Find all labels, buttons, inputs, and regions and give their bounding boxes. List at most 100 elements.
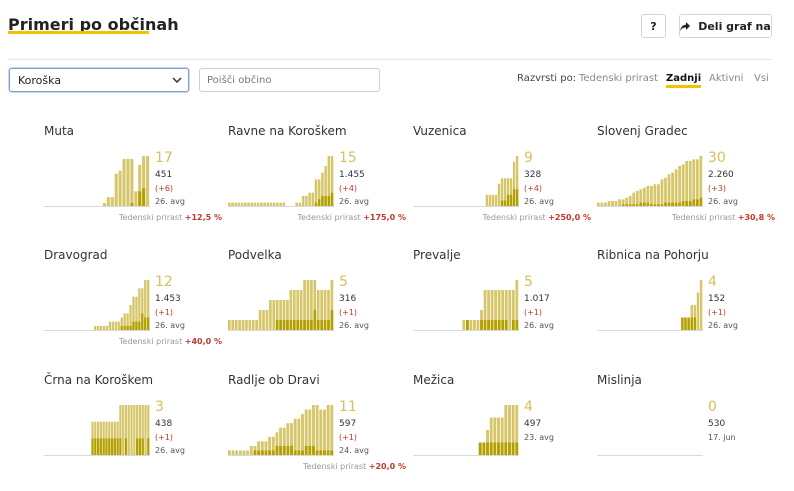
active-cases-bar bbox=[126, 313, 129, 330]
municipality-card[interactable]: Radlje ob Dravi 11 597 (+1) 24. avg Tedenski … bbox=[228, 372, 406, 482]
new-cases-bar bbox=[120, 325, 123, 330]
sort-option-weekly-growth[interactable]: Tedenski prirast bbox=[579, 73, 658, 84]
new-cases-bar bbox=[653, 204, 657, 206]
sparkline-chart bbox=[228, 280, 334, 331]
active-cases-bar bbox=[141, 288, 144, 330]
weekly-growth-label: Tedenski prirast bbox=[119, 213, 183, 222]
active-cases-bar bbox=[244, 202, 247, 206]
municipality-card[interactable]: Muta 17 451 (+6) 26. avg Tedenski prirast +12… bbox=[44, 123, 222, 233]
last-update-date: 26. avg bbox=[339, 197, 369, 206]
active-cases-bar bbox=[515, 405, 519, 455]
active-cases-bar bbox=[234, 202, 237, 206]
total-cases-value: 1.453 bbox=[155, 294, 181, 304]
new-cases-bar bbox=[482, 442, 486, 455]
new-cases-bar bbox=[497, 320, 501, 330]
active-cases-bar bbox=[138, 288, 141, 330]
active-cases-bar bbox=[646, 186, 650, 206]
new-cases-bar bbox=[264, 450, 268, 455]
active-cases-bar bbox=[279, 427, 283, 455]
active-cases-bar bbox=[260, 202, 263, 206]
sort-option-latest[interactable]: Zadnji bbox=[666, 72, 702, 88]
new-cases-bar bbox=[141, 313, 144, 330]
municipality-name: Radlje ob Dravi bbox=[228, 373, 320, 387]
active-cases-bar bbox=[240, 202, 244, 206]
new-cases-bar bbox=[330, 192, 334, 206]
new-cases-bar bbox=[129, 325, 132, 330]
new-cases-bar bbox=[306, 320, 310, 330]
weekly-growth-value: +250,0 % bbox=[548, 213, 591, 222]
share-arrow-icon bbox=[680, 21, 691, 31]
total-cases-value: 597 bbox=[339, 419, 357, 429]
new-cases-bar bbox=[102, 438, 105, 455]
new-cases-bar bbox=[316, 320, 320, 330]
new-cases-bar bbox=[515, 320, 519, 330]
new-cases-bar bbox=[685, 201, 689, 206]
new-cases-bar bbox=[113, 438, 116, 455]
share-button[interactable]: Deli graf na bbox=[679, 14, 772, 38]
new-cases-bar bbox=[286, 320, 289, 330]
active-cases-bar bbox=[120, 317, 123, 330]
total-cases-value: 530 bbox=[708, 419, 726, 429]
help-button[interactable]: ? bbox=[641, 14, 666, 38]
active-cases-bar bbox=[692, 159, 696, 206]
sparkline-chart bbox=[413, 156, 519, 207]
active-cases-bar bbox=[147, 280, 150, 330]
new-cases-bar bbox=[299, 320, 303, 330]
active-cases-bar bbox=[262, 310, 265, 330]
municipality-card[interactable]: Ravne na Koroškem 15 1.455 (+4) 26. avg Teden… bbox=[228, 123, 406, 233]
weekly-growth-value: +20,0 % bbox=[368, 462, 406, 471]
active-cases-bar bbox=[664, 177, 667, 206]
active-cases-bar bbox=[134, 191, 138, 206]
active-cases-bar bbox=[319, 409, 323, 455]
municipality-card[interactable]: Podvelka 5 316 (+1) 26. avg bbox=[228, 247, 406, 357]
sort-option-active[interactable]: Aktivni bbox=[709, 73, 744, 84]
active-cases-bar bbox=[265, 310, 269, 330]
active-cases-bar bbox=[279, 202, 282, 206]
active-cases-bar bbox=[313, 280, 317, 330]
active-cases-bar bbox=[614, 201, 618, 206]
active-cases-bar bbox=[308, 192, 311, 206]
new-cases-bar bbox=[313, 310, 317, 330]
active-cases-bar bbox=[296, 290, 300, 330]
municipality-card[interactable]: Mislinja 0 530 17. jun bbox=[597, 372, 775, 482]
municipality-card[interactable]: Ribnica na Pohorju 4 152 (+1) 26. avg bbox=[597, 247, 775, 357]
municipality-card[interactable]: Dravograd 12 1.453 (+1) 26. avg Tedenski prir… bbox=[44, 247, 222, 357]
total-cases-value: 2.260 bbox=[708, 170, 734, 180]
new-cases-bar bbox=[138, 191, 142, 206]
new-cases-bar bbox=[282, 320, 286, 330]
active-cases-value: 4 bbox=[524, 399, 533, 415]
municipality-card[interactable]: Vuzenica 9 328 (+4) 26. avg Tedenski prirast … bbox=[413, 123, 591, 233]
last-update-date: 26. avg bbox=[155, 197, 185, 206]
new-cases-bar bbox=[260, 450, 264, 455]
active-cases-bar bbox=[228, 202, 231, 206]
new-cases-bar bbox=[312, 445, 315, 455]
municipality-card[interactable]: Mežica 4 497 23. avg bbox=[413, 372, 591, 482]
active-cases-bar bbox=[508, 405, 511, 455]
sort-option-all[interactable]: Vsi bbox=[754, 73, 769, 84]
new-cases-bar bbox=[511, 442, 515, 455]
new-cases-bar bbox=[693, 317, 697, 330]
sparkline-chart bbox=[597, 280, 703, 331]
region-select[interactable]: Koroška bbox=[9, 68, 189, 92]
new-cases-bar bbox=[699, 197, 703, 206]
municipality-card[interactable]: Prevalje 5 1.017 (+1) 26. avg bbox=[413, 247, 591, 357]
active-cases-value: 17 bbox=[155, 150, 173, 166]
new-cases-bar bbox=[124, 438, 128, 455]
active-cases-bar bbox=[269, 300, 272, 330]
active-cases-bar bbox=[625, 197, 629, 206]
active-cases-bar bbox=[282, 300, 286, 330]
active-cases-bar bbox=[144, 405, 147, 455]
last-update-date: 26. avg bbox=[524, 321, 554, 330]
active-cases-bar bbox=[497, 417, 500, 455]
municipality-card[interactable]: Črna na Koroškem 3 438 (+1) 26. avg bbox=[44, 372, 222, 482]
new-cases-bar bbox=[494, 320, 498, 330]
weekly-growth: Tedenski prirast +40,0 % bbox=[119, 336, 222, 347]
active-cases-bar bbox=[642, 187, 646, 206]
active-cases-bar bbox=[129, 305, 132, 330]
search-input[interactable] bbox=[199, 68, 380, 92]
active-cases-bar bbox=[292, 290, 296, 330]
active-cases-bar bbox=[494, 290, 498, 330]
new-cases-bar bbox=[303, 320, 306, 330]
municipality-card[interactable]: Slovenj Gradec 30 2.260 (+3) 26. avg Tedenski… bbox=[597, 123, 775, 233]
active-cases-bar bbox=[122, 405, 125, 455]
